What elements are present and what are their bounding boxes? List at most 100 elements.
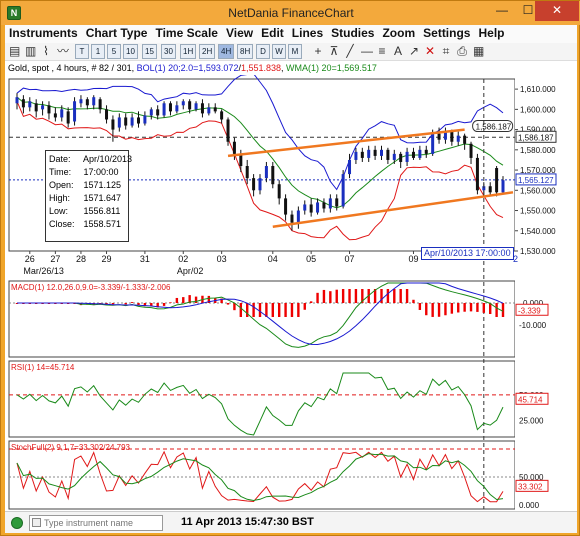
timescale-button-w[interactable]: W: [272, 44, 286, 59]
timescale-button-2h[interactable]: 2H: [199, 44, 216, 59]
price-tick-label: 1,540.000: [520, 227, 556, 236]
print-icon[interactable]: ⎙: [457, 44, 467, 58]
macd-histogram-bar: [444, 303, 447, 316]
macd-histogram-bar: [373, 289, 377, 303]
rsi-value-label: 45.714: [518, 395, 543, 404]
candle-body: [296, 210, 300, 223]
candle-body: [482, 186, 486, 191]
stoch-value-label: 33.302: [518, 482, 543, 491]
wma-line: [16, 96, 504, 209]
rsi-line: [16, 372, 504, 436]
candle-body: [469, 143, 473, 158]
timescale-button-5[interactable]: 5: [107, 44, 121, 59]
bollinger-lower-line: [16, 101, 504, 241]
macd-histogram-bar: [220, 298, 223, 303]
candle-body: [501, 180, 505, 193]
menu-studies[interactable]: Studies: [331, 26, 375, 40]
candle-body: [392, 153, 396, 160]
delete-icon[interactable]: ✕: [425, 44, 436, 58]
date-tick-label: 09: [408, 254, 418, 264]
timescale-button-10[interactable]: 10: [123, 44, 138, 59]
cursor-date-tag: Apr/10/2013 17:00:00: [421, 247, 514, 260]
crosshair-icon[interactable]: +: [314, 44, 322, 58]
cursor-date-extra: 2: [513, 254, 518, 264]
macd-histogram-bar: [252, 303, 255, 317]
title-bar[interactable]: N NetDania FinanceChart — ☐ ✕: [1, 1, 580, 25]
macd-histogram-bar: [348, 289, 351, 303]
macd-histogram-bar: [271, 303, 274, 317]
timescale-button-8h[interactable]: 8H: [237, 44, 254, 59]
timescale-button-4h[interactable]: 4H: [218, 44, 235, 59]
chart-area[interactable]: 1,610.000 1,600.000 1,590.000 1,580.000 1,57…: [5, 73, 577, 511]
candle-body: [194, 103, 198, 110]
macd-histogram-bar: [495, 303, 498, 317]
chart-canvas[interactable]: 1,610.000 1,600.000 1,590.000 1,580.000 1,57…: [5, 73, 577, 511]
window-title: NetDania FinanceChart: [228, 6, 354, 20]
minimize-button[interactable]: —: [496, 3, 508, 17]
close-button[interactable]: ✕: [535, 1, 579, 21]
candle-body: [207, 107, 211, 114]
fibonacci-icon[interactable]: ⊼: [329, 44, 339, 58]
menu-settings[interactable]: Settings: [423, 26, 471, 40]
macd-histogram-bar: [188, 295, 191, 303]
timescale-button-1[interactable]: 1: [91, 44, 105, 59]
trendline-icon[interactable]: ╱: [346, 44, 354, 58]
menu-time-scale[interactable]: Time Scale: [155, 26, 218, 40]
bollinger-upper-line: [16, 73, 504, 191]
timescale-button-m[interactable]: M: [288, 44, 302, 59]
arrow-icon[interactable]: ↗: [409, 44, 420, 58]
candle-body: [188, 101, 192, 110]
candle-body: [424, 149, 428, 154]
macd-histogram-bar: [137, 303, 140, 306]
candle-body: [245, 166, 249, 179]
hline-icon[interactable]: —: [361, 44, 373, 58]
menu-instruments[interactable]: Instruments: [9, 26, 78, 40]
chart-type-button-2[interactable]: ⌇: [43, 44, 49, 58]
hline-price-label: 1,586.187: [518, 133, 554, 142]
timescale-button-30[interactable]: 30: [161, 44, 176, 59]
chart-type-button-0[interactable]: ▤: [9, 44, 21, 58]
stoch-value-tag: [515, 479, 549, 492]
bol-lower-value: 1,551.838: [240, 63, 282, 73]
channel-icon[interactable]: ≡: [378, 44, 386, 58]
menu-view[interactable]: View: [225, 26, 254, 40]
timescale-button-t[interactable]: T: [75, 44, 89, 59]
close-key: Close:: [49, 219, 75, 229]
macd-tick-1: -10.000: [519, 321, 547, 330]
maximize-button[interactable]: ☐: [522, 3, 534, 17]
macd-histogram-bar: [124, 303, 127, 305]
text-icon[interactable]: A: [393, 44, 402, 58]
stoch-tick-0: 0.000: [519, 501, 540, 510]
menu-help[interactable]: Help: [478, 26, 505, 40]
price-tick-label: 1,550.000: [520, 207, 556, 216]
properties-icon[interactable]: ⌗: [442, 44, 450, 58]
timescale-button-15[interactable]: 15: [142, 44, 157, 59]
candle-body: [386, 149, 390, 160]
rsi-tick-25: 25.000: [519, 417, 544, 426]
menu-chart-type[interactable]: Chart Type: [85, 26, 148, 40]
menu-lines[interactable]: Lines: [291, 26, 324, 40]
chart-type-button-3[interactable]: 〰: [57, 44, 70, 58]
candle-body: [213, 107, 217, 112]
stoch-tick-50: 50.000: [519, 473, 544, 482]
macd-histogram-bar: [431, 303, 434, 317]
macd-histogram-bar: [341, 289, 345, 303]
timescale-button-1h[interactable]: 1H: [180, 44, 197, 59]
instrument-search-input[interactable]: [29, 515, 163, 531]
instrument-icon: [32, 518, 41, 527]
candle-body: [284, 198, 288, 215]
chart-type-button-1[interactable]: ▥: [25, 44, 37, 58]
macd-histogram-bar: [194, 296, 198, 303]
menu-edit[interactable]: Edit: [261, 26, 284, 40]
menu-bar: Instruments Chart Type Time Scale View Edit L…: [5, 25, 577, 43]
date-tick-label: 07: [345, 254, 355, 264]
macd-histogram-bar: [162, 303, 166, 306]
macd-histogram-bar: [412, 299, 415, 303]
date-tick-label: 04: [268, 254, 278, 264]
timescale-button-d[interactable]: D: [256, 44, 270, 59]
channel-lower-line: [272, 191, 514, 228]
macd-histogram-bar: [277, 303, 281, 317]
menu-zoom[interactable]: Zoom: [382, 26, 416, 40]
layout-icon[interactable]: ▦: [473, 44, 485, 58]
